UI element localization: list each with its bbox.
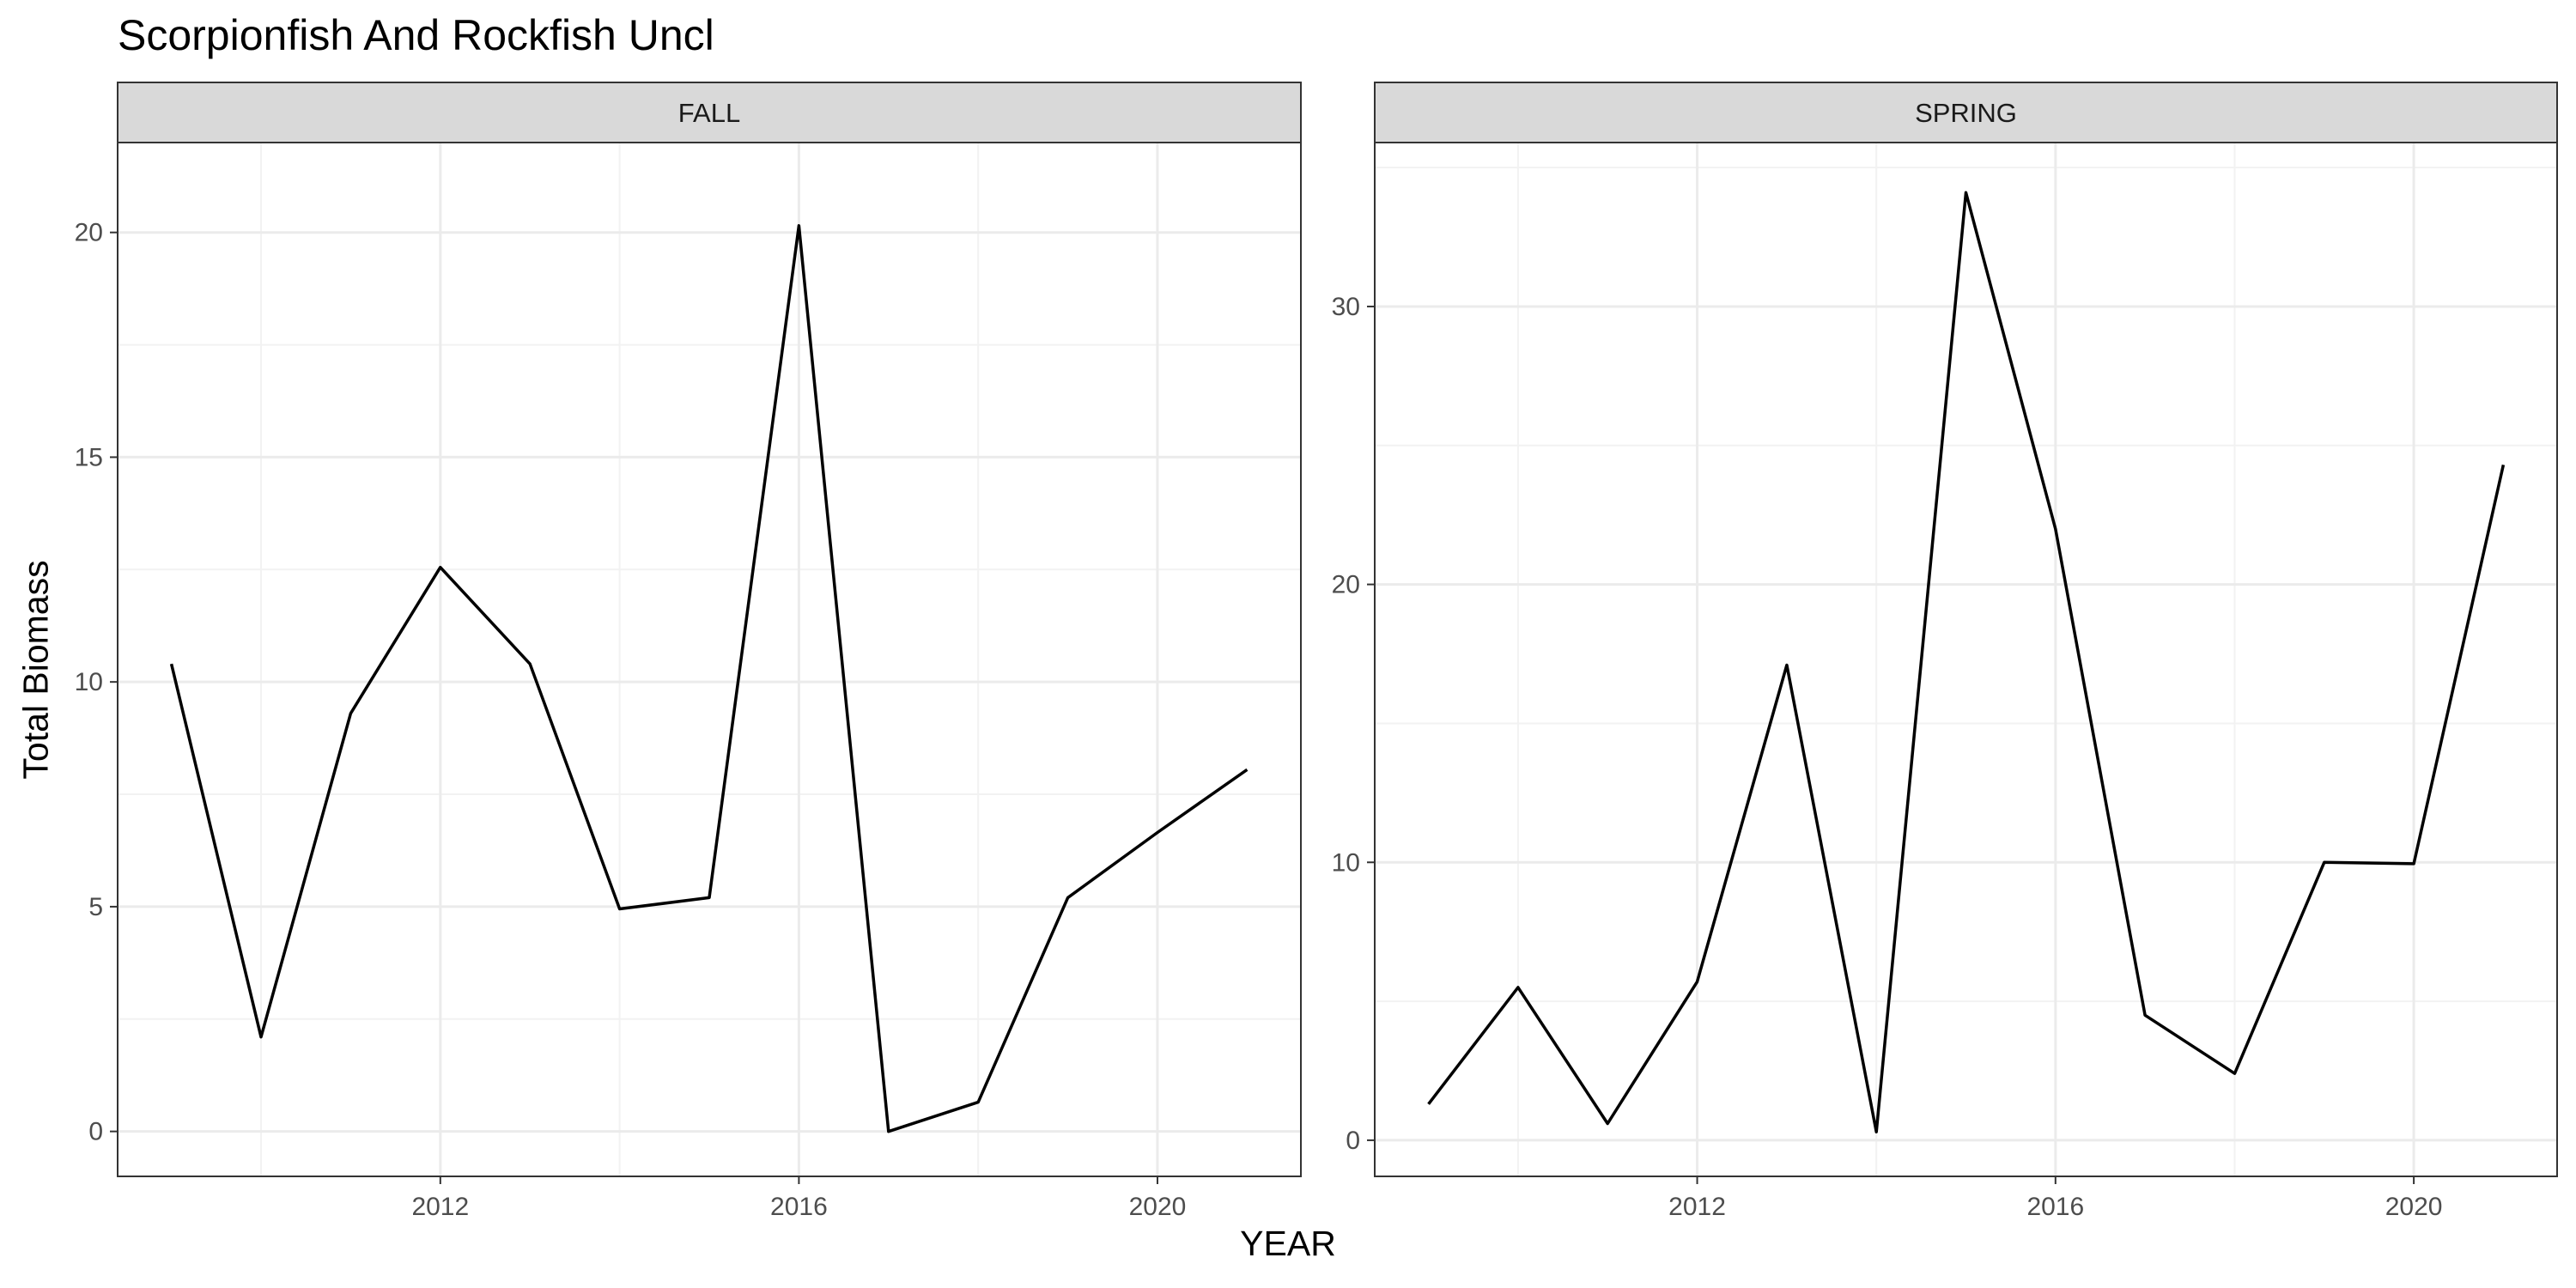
panel-background xyxy=(1375,143,2557,1176)
y-tick-label: 0 xyxy=(88,1118,103,1146)
panel-background xyxy=(118,143,1301,1176)
facet-strip xyxy=(117,82,1302,143)
y-tick-label: 10 xyxy=(75,668,103,696)
facet-strip xyxy=(1374,82,2558,143)
x-tick-label: 2020 xyxy=(1129,1193,1187,1221)
y-tick-label: 15 xyxy=(75,443,103,471)
y-tick-label: 30 xyxy=(1332,293,1360,321)
facet-strip-label: SPRING xyxy=(1915,98,2017,128)
y-tick-label: 20 xyxy=(75,219,103,247)
panel-spring: SPRING 0 10 20 30 2012 2016 2020 xyxy=(1332,82,2558,1221)
series-line-spring xyxy=(1427,191,2506,1133)
x-tick-label: 2020 xyxy=(2385,1193,2443,1221)
chart-title: Scorpionfish And Rockfish Uncl xyxy=(118,11,714,59)
y-tick-label: 20 xyxy=(1332,571,1360,599)
series-line-fall xyxy=(169,224,1249,1133)
y-tick-label: 5 xyxy=(88,893,103,921)
x-axis-label: YEAR xyxy=(1240,1224,1336,1263)
y-tick-label: 0 xyxy=(1346,1127,1360,1155)
x-tick-label: 2012 xyxy=(411,1193,469,1221)
y-tick-label: 10 xyxy=(1332,848,1360,877)
x-tick-label: 2016 xyxy=(2026,1193,2084,1221)
panel-fall: FALL 0 5 10 15 20 2012 2016 2020 xyxy=(75,82,1302,1221)
x-tick-label: 2012 xyxy=(1668,1193,1726,1221)
facet-strip-label: FALL xyxy=(678,98,740,128)
x-tick-label: 2016 xyxy=(770,1193,828,1221)
